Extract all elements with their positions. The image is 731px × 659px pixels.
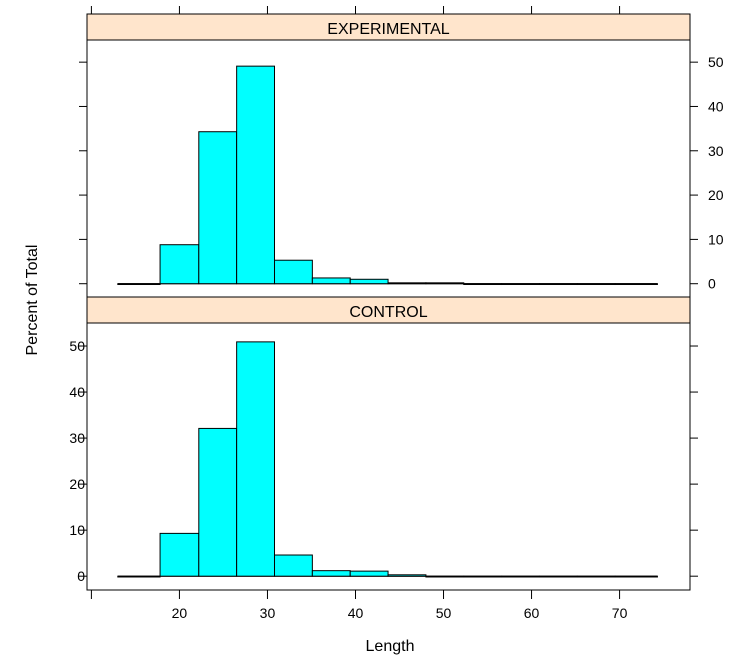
histogram-bar	[117, 283, 161, 286]
x-tick-label: 70	[612, 605, 628, 621]
histogram-bar	[387, 282, 427, 285]
histogram-bar	[425, 282, 465, 285]
histogram-bar	[159, 244, 200, 285]
strip-header	[86, 296, 691, 324]
x-tick-label: 50	[436, 605, 452, 621]
panel-control: CONTROL	[86, 296, 691, 591]
y-tick-label: 50	[708, 54, 724, 70]
histogram-bar	[538, 283, 578, 286]
y-tick-label: 20	[69, 476, 85, 492]
histogram-bar	[311, 277, 351, 285]
y-tick-label: 10	[69, 522, 85, 538]
histogram-bar	[236, 65, 276, 285]
y-tick-label: 40	[708, 98, 724, 114]
axes-layer: 0 10 20 30 40 50 0 10 20 30 40 50 20 30 40 50 60 70	[69, 6, 724, 621]
y-tick-label: 50	[69, 338, 85, 354]
y-tick-label: 10	[708, 231, 724, 247]
panel-frame	[86, 322, 691, 591]
x-tick-label: 30	[260, 605, 276, 621]
histogram-bar	[501, 283, 540, 286]
histogram-bar	[387, 574, 427, 577]
panel-experimental: EXPERIMENTAL	[86, 13, 691, 298]
y-tick-label: 40	[69, 384, 85, 400]
y-tick-label: 20	[708, 187, 724, 203]
histogram-bar	[614, 283, 658, 286]
panels-layer: EXPERIMENTAL CONTROL	[86, 13, 691, 591]
histogram-bar	[614, 575, 658, 578]
histogram-bar	[117, 575, 161, 578]
histogram-bar	[198, 427, 238, 577]
y-tick-label: 30	[69, 430, 85, 446]
histogram-bar	[463, 575, 503, 578]
y-axis-title: Percent of Total	[24, 245, 41, 356]
y-tick-label: 0	[77, 568, 85, 584]
histogram-bar	[159, 532, 200, 577]
histogram-bar	[236, 341, 276, 577]
histogram-bar	[463, 283, 503, 286]
histogram-bar	[349, 570, 389, 577]
strip-label: CONTROL	[349, 304, 427, 321]
histogram-bar	[311, 570, 351, 577]
histogram-bar	[576, 283, 616, 286]
y-tick-label: 30	[708, 143, 724, 159]
strip-header	[86, 13, 691, 41]
y-tick-label: 0	[708, 276, 716, 292]
x-axis-title: Length	[366, 638, 415, 655]
histogram-bar	[501, 575, 540, 578]
histogram-bar	[274, 554, 313, 577]
histogram-bar	[198, 131, 238, 285]
histogram-bar	[349, 278, 389, 285]
x-tick-label: 40	[348, 605, 364, 621]
histogram-bar	[538, 575, 578, 578]
histogram-bar	[425, 575, 465, 578]
x-tick-label: 20	[172, 605, 188, 621]
histogram-bar	[274, 259, 313, 285]
x-tick-label: 60	[524, 605, 540, 621]
strip-label: EXPERIMENTAL	[327, 21, 450, 38]
histogram-bar	[576, 575, 616, 578]
